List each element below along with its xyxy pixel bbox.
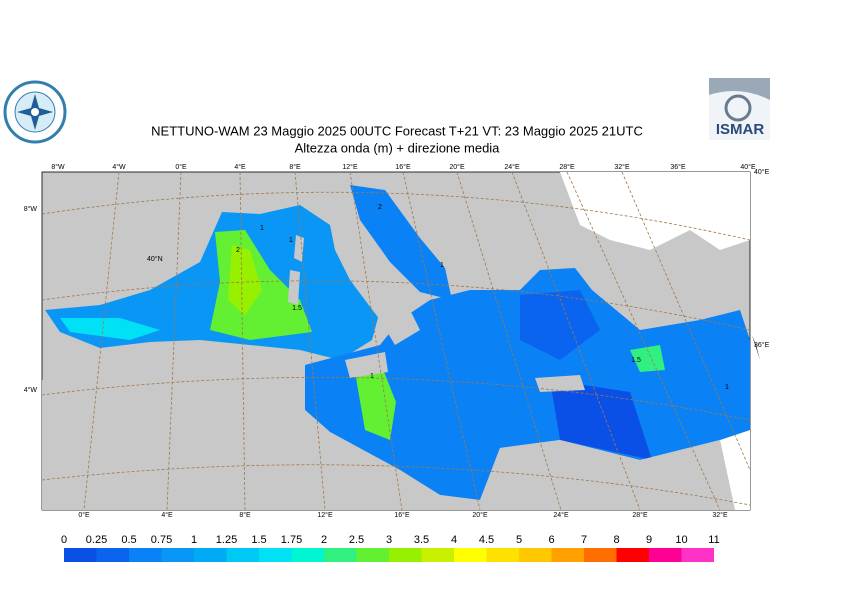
contour-label: 1 xyxy=(289,237,293,244)
bottom-label: 4°E xyxy=(161,511,173,519)
colorbar-label: 7 xyxy=(581,534,587,546)
right-label: 36°E xyxy=(754,341,770,349)
colorbar-swatch xyxy=(649,548,682,562)
colorbar-swatch xyxy=(226,548,259,562)
bottom-label: 28°E xyxy=(632,511,648,519)
colorbar-label: 1 xyxy=(191,534,197,546)
top-label: 12°E xyxy=(342,163,358,171)
left-label: 8°W xyxy=(24,205,38,213)
colorbar-swatch xyxy=(96,548,129,562)
colorbar-label: 6 xyxy=(548,534,554,546)
logo-right: ISMAR xyxy=(709,78,770,140)
contour-label: 1 xyxy=(370,373,374,380)
top-label: 20°E xyxy=(449,163,465,171)
colorbar-label: 2.5 xyxy=(349,534,364,546)
colorbar-label: 4 xyxy=(451,534,457,546)
colorbar-swatch xyxy=(454,548,487,562)
colorbar-label: 0 xyxy=(61,534,67,546)
contour-label: 1.5 xyxy=(631,357,641,364)
colorbar-label: 3 xyxy=(386,534,392,546)
colorbar-label: 1.75 xyxy=(281,534,302,546)
bottom-label: 24°E xyxy=(553,511,569,519)
colorbar-swatch xyxy=(356,548,389,562)
bottom-label: 20°E xyxy=(472,511,488,519)
colorbar-swatch xyxy=(519,548,552,562)
colorbar-swatch xyxy=(551,548,584,562)
colorbar-swatch xyxy=(129,548,162,562)
top-label: 4°E xyxy=(234,163,246,171)
colorbar-label: 3.5 xyxy=(414,534,429,546)
colorbar-label: 0.25 xyxy=(86,534,107,546)
colorbar-label: 5 xyxy=(516,534,522,546)
colorbar-label: 10 xyxy=(675,534,687,546)
top-label: 8°E xyxy=(289,163,301,171)
colorbar-label: 11 xyxy=(708,534,719,546)
top-label: 8°W xyxy=(51,163,65,171)
contour-label: 1 xyxy=(260,225,264,232)
contour-label: 1 xyxy=(440,262,444,269)
top-label: 0°E xyxy=(175,163,187,171)
top-label: 40°E xyxy=(740,163,756,171)
colorbar-swatch xyxy=(161,548,194,562)
left-label: 4°W xyxy=(24,386,38,394)
colorbar-label: 1.25 xyxy=(216,534,237,546)
right-label: 40°E xyxy=(754,168,770,176)
contour-label: 2 xyxy=(378,204,382,211)
colorbar-label: 0.75 xyxy=(151,534,172,546)
colorbar-swatch xyxy=(681,548,714,562)
contour-label: 2 xyxy=(236,247,240,254)
colorbar-swatch xyxy=(64,548,97,562)
colorbar-swatch xyxy=(421,548,454,562)
top-label: 32°E xyxy=(614,163,630,171)
bottom-label: 16°E xyxy=(394,511,410,519)
colorbar-label: 0.5 xyxy=(121,534,136,546)
bottom-label: 32°E xyxy=(712,511,728,519)
logo-text: ISMAR xyxy=(716,121,765,138)
bottom-label: 8°E xyxy=(239,511,251,519)
colorbar-swatch xyxy=(291,548,324,562)
map-subtitle: Altezza onda (m) + direzione media xyxy=(295,140,501,155)
top-label: 28°E xyxy=(559,163,575,171)
bottom-label: 0°E xyxy=(78,511,90,519)
colorbar-swatch xyxy=(259,548,292,562)
top-label: 4°W xyxy=(112,163,126,171)
colorbar-label: 9 xyxy=(646,534,652,546)
colorbar-swatch xyxy=(616,548,649,562)
top-label: 16°E xyxy=(395,163,411,171)
colorbar-swatch xyxy=(194,548,227,562)
contour-label: 1 xyxy=(725,384,729,391)
colorbar-swatch xyxy=(584,548,617,562)
colorbar-swatch xyxy=(324,548,357,562)
colorbar-label: 4.5 xyxy=(479,534,494,546)
map xyxy=(41,171,760,511)
colorbar-swatch xyxy=(486,548,519,562)
logo-left xyxy=(3,80,67,144)
colorbar-swatch xyxy=(389,548,422,562)
top-label: 24°E xyxy=(504,163,520,171)
top-label: 36°E xyxy=(670,163,686,171)
map-title: NETTUNO-WAM 23 Maggio 2025 00UTC Forecas… xyxy=(151,123,643,138)
bottom-label: 12°E xyxy=(317,511,333,519)
colorbar-label: 8 xyxy=(613,534,619,546)
colorbar-label: 2 xyxy=(321,534,327,546)
colorbar-label: 1.5 xyxy=(251,534,266,546)
lat-label: 40°N xyxy=(147,255,163,263)
contour-label: 1.5 xyxy=(292,305,302,312)
